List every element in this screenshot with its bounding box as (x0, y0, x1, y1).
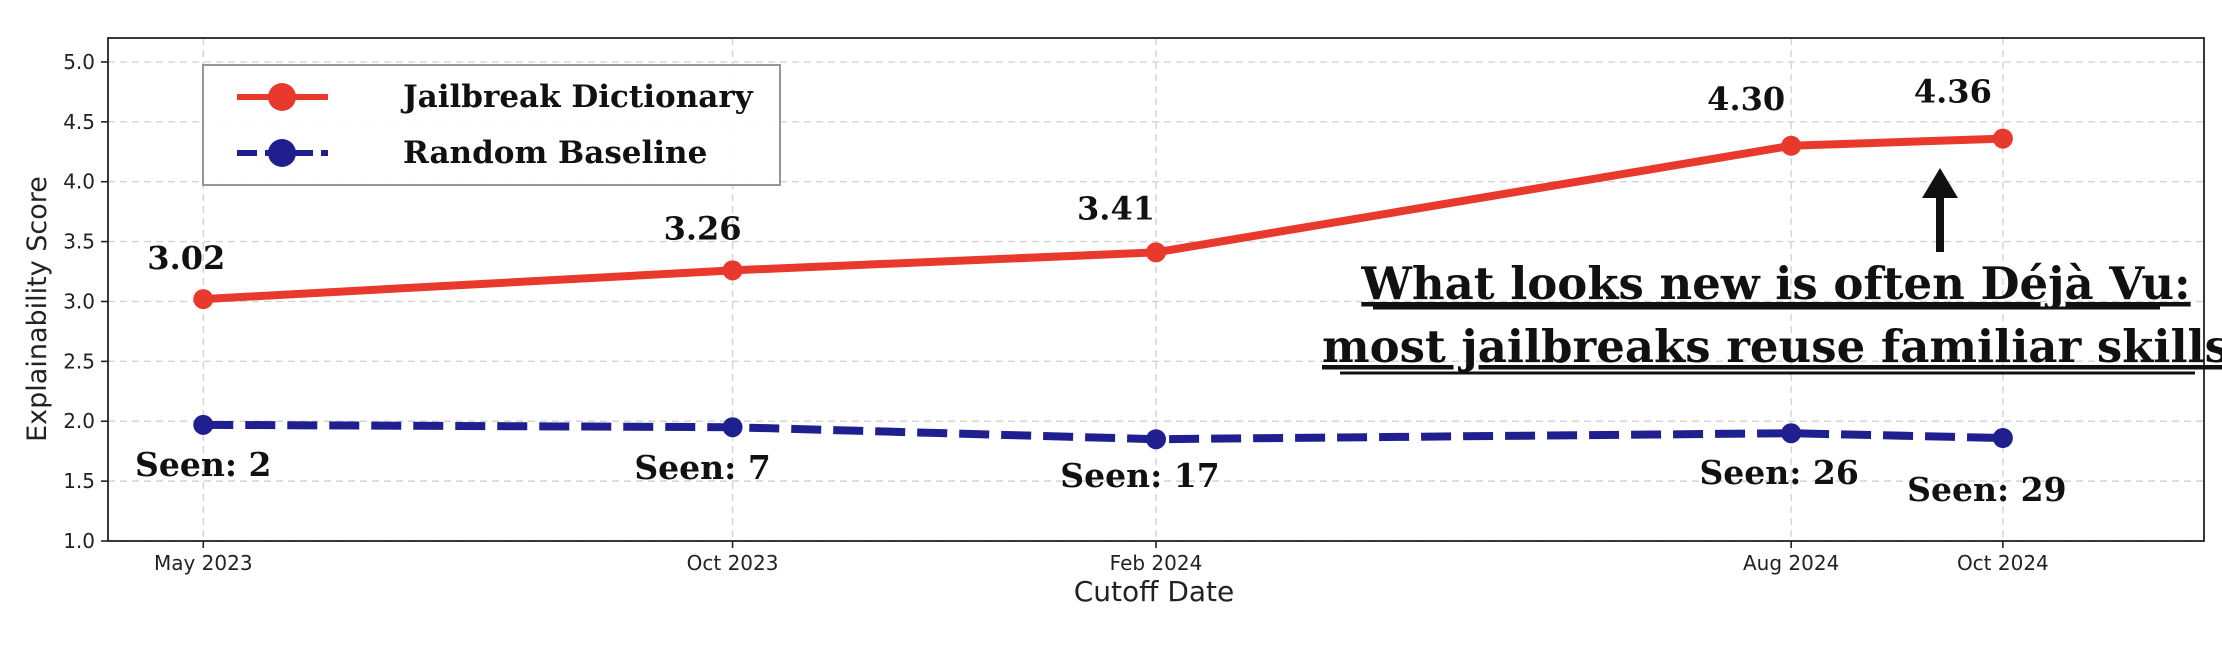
data-label-jailbreak-dictionary: 4.30 (1707, 80, 1785, 118)
y-tick-label: 2.5 (63, 349, 95, 373)
x-tick-label: Feb 2024 (1110, 551, 1203, 575)
y-tick-label: 1.0 (63, 529, 95, 553)
x-tick-label: Aug 2024 (1743, 551, 1839, 575)
y-tick-label: 2.0 (63, 409, 95, 433)
data-point-random-baseline (1146, 429, 1166, 450)
data-point-jailbreak-dictionary (1146, 242, 1166, 263)
data-point-jailbreak-dictionary (193, 289, 214, 310)
data-label-jailbreak-dictionary: 3.02 (147, 239, 225, 277)
data-label-random-baseline: Seen: 2 (135, 445, 271, 484)
y-axis-title: Explainability Score (22, 176, 53, 442)
y-tick-label: 3.5 (63, 230, 95, 254)
data-point-random-baseline (193, 414, 214, 435)
legend-box (202, 64, 781, 186)
legend-label: Jailbreak Dictionary (400, 79, 754, 115)
data-label-random-baseline: Seen: 7 (634, 448, 770, 487)
data-point-random-baseline (722, 417, 743, 438)
data-point-random-baseline (1781, 423, 1802, 444)
data-label-random-baseline: Seen: 26 (1699, 453, 1858, 492)
data-label-jailbreak-dictionary: 3.26 (664, 209, 742, 247)
data-point-jailbreak-dictionary (1781, 135, 1802, 156)
data-label-jailbreak-dictionary: 4.36 (1914, 73, 1992, 111)
y-tick-label: 5.0 (63, 50, 95, 74)
annotation-text-line: What looks new is often Déjà Vu: (1360, 257, 2190, 310)
data-point-jailbreak-dictionary (722, 260, 743, 281)
label-layer: 3.02 3.26 3.41 4.30 4.36 Seen: 2 Seen: 7 Seen: … (135, 73, 2067, 509)
y-tick-label: 4.5 (63, 110, 95, 134)
y-tick-label: 3.0 (63, 289, 95, 313)
data-point-random-baseline (1992, 428, 2013, 449)
y-tick-label: 1.5 (63, 469, 95, 493)
legend-marker (268, 83, 296, 111)
series-layer (193, 128, 2013, 450)
data-label-random-baseline: Seen: 29 (1907, 470, 2066, 509)
x-axis-title: Cutoff Date (1074, 575, 1235, 608)
x-tick-label: Oct 2024 (1957, 551, 2049, 575)
x-tick-label: May 2023 (154, 551, 253, 575)
annotation-layer: What looks new is often Déjà Vu: most jai… (1322, 168, 2222, 375)
annotation-arrow-head (1922, 168, 1958, 198)
x-tick-label: Oct 2023 (687, 551, 779, 575)
y-tick-label: 4.0 (63, 170, 95, 194)
data-point-jailbreak-dictionary (1992, 128, 2013, 149)
axes-layer: 1.0 1.5 2.0 2.5 3.0 3.5 4.0 4.5 5.0 May 2023 Oct 2… (63, 37, 2205, 575)
legend-label: Random Baseline (403, 135, 707, 171)
data-label-jailbreak-dictionary: 3.41 (1077, 189, 1155, 227)
legend-layer: Jailbreak Dictionary Random Baseline (202, 64, 781, 186)
data-label-random-baseline: Seen: 17 (1060, 456, 1219, 495)
legend-marker (268, 139, 296, 167)
annotation-text-line: most jailbreaks reuse familiar skills (1322, 320, 2222, 373)
